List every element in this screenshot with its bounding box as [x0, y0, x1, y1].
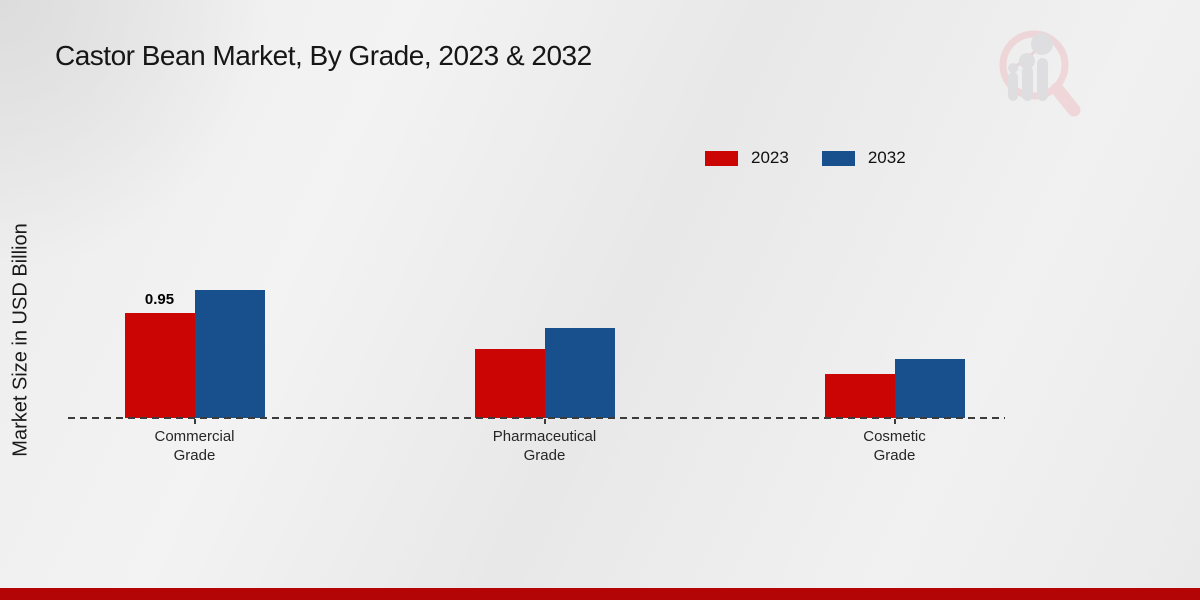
x-axis-tick-commercial-grade: [193, 419, 196, 424]
chart-title: Castor Bean Market, By Grade, 2023 & 203…: [55, 40, 592, 71]
chart-legend: 2023 2032: [705, 148, 906, 168]
bar-2023-pharmaceutical-grade: [474, 349, 545, 418]
legend-label-2023: 2023: [751, 148, 789, 167]
legend-label-2032: 2032: [867, 148, 906, 167]
bar-2032-commercial-grade: [194, 289, 265, 418]
magnifier-bar-chart-watermark-icon: [999, 30, 1081, 117]
bar-2023-commercial-grade: [124, 313, 195, 418]
category-label-pharmaceutical-grade: Pharmaceutical Grade: [492, 428, 597, 464]
x-axis-tick-cosmetic-grade: [893, 419, 896, 424]
bar-2023-cosmetic-grade: [824, 373, 895, 418]
category-label-commercial-grade: Commercial Grade: [154, 428, 235, 464]
x-axis-tick-pharmaceutical-grade: [543, 419, 546, 424]
category-label-cosmetic-grade: Cosmetic Grade: [863, 428, 926, 464]
legend-swatch-2023: [705, 150, 738, 166]
bottom-accent-strip: [0, 588, 1200, 600]
bar-2032-cosmetic-grade: [894, 359, 965, 418]
x-axis-baseline: [68, 417, 1005, 419]
value-label-2023-commercial-grade: 0.95: [144, 291, 175, 309]
bar-2032-pharmaceutical-grade: [544, 328, 615, 418]
y-axis-label: Market Size in USD Billion: [9, 223, 32, 457]
legend-swatch-2032: [821, 150, 855, 166]
legend-item-2023: 2023: [705, 148, 789, 168]
legend-item-2032: 2032: [821, 148, 906, 168]
